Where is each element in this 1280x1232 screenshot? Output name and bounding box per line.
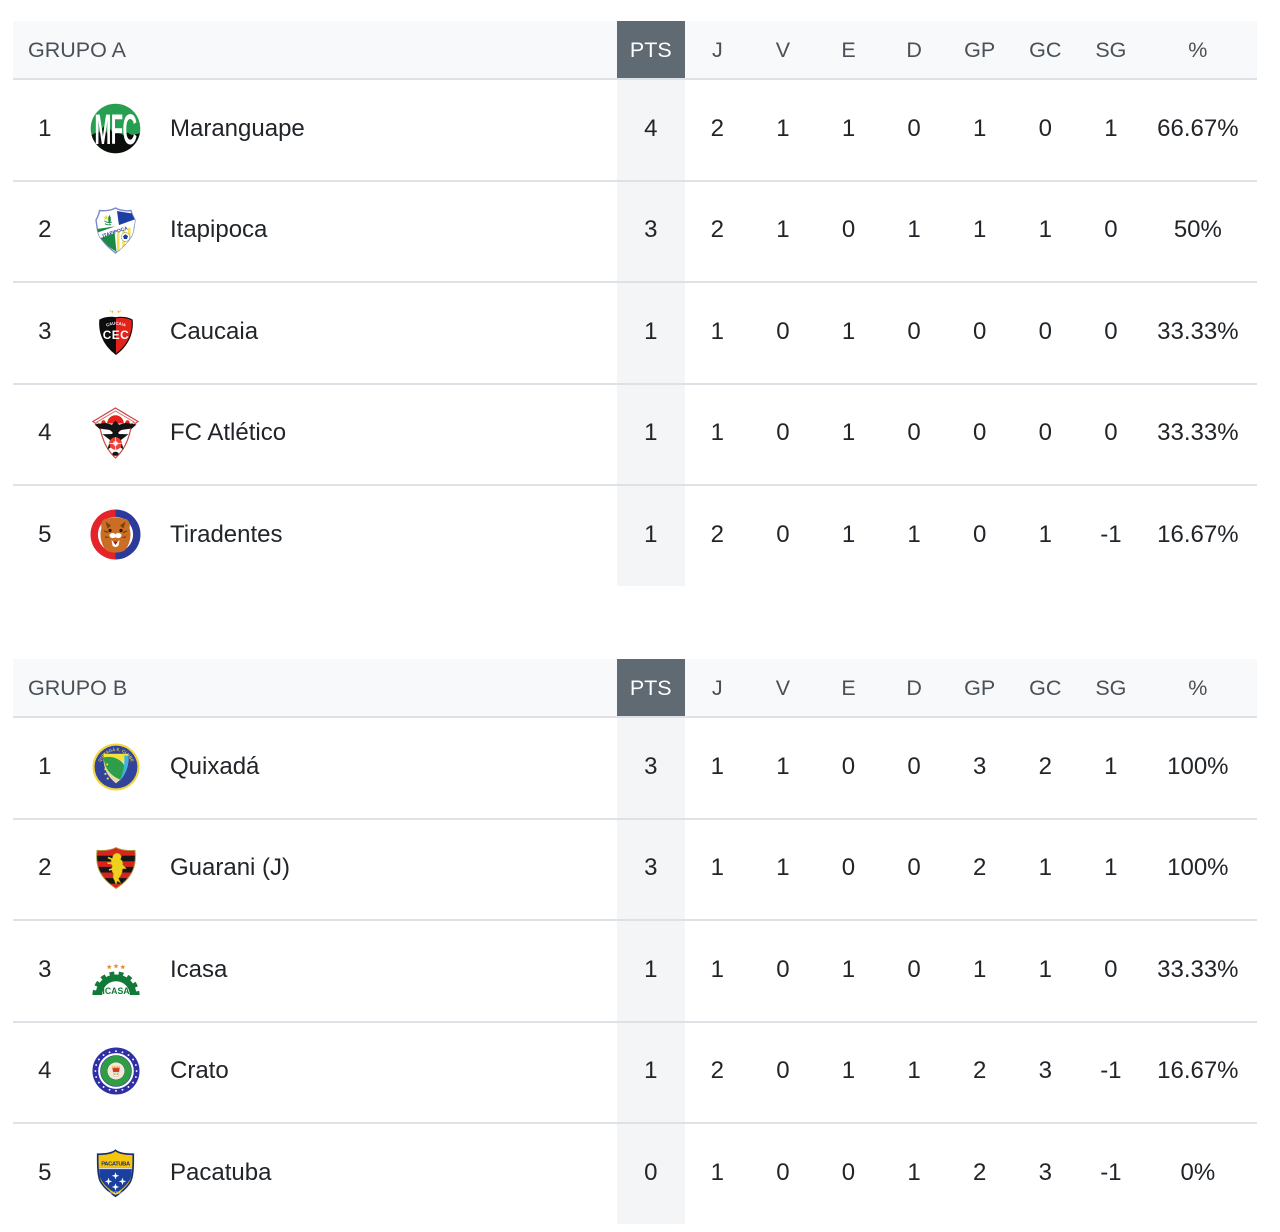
svg-text:CEC: CEC — [102, 328, 128, 342]
svg-text:CAUCAIA: CAUCAIA — [105, 321, 126, 328]
svg-text:PACATUBA: PACATUBA — [107, 1190, 124, 1194]
svg-text:PACATUBA: PACATUBA — [101, 1161, 131, 1167]
svg-text:ICASA: ICASA — [102, 985, 130, 995]
svg-text:MFC: MFC — [95, 107, 138, 154]
